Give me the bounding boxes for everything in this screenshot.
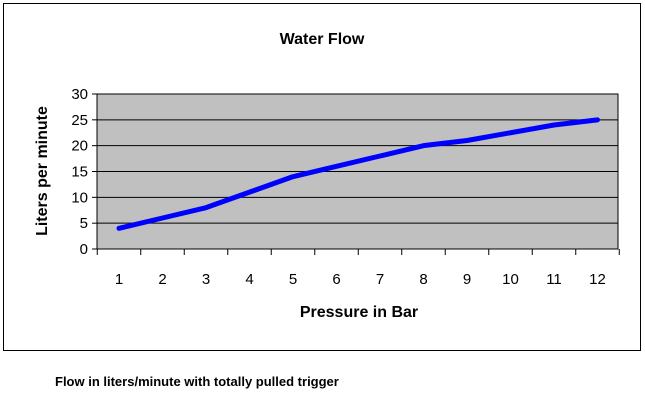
y-tick-label: 10: [71, 189, 88, 206]
x-tick-label: 2: [158, 271, 166, 288]
y-tick-label: 5: [80, 215, 88, 232]
chart-frame: Water Flow 0 5 10 15 20 25 30 1 2 3 4 5 6 7 8 9 10 11 12 …: [3, 3, 641, 351]
y-tick-label: 30: [71, 86, 88, 103]
y-axis-label: Liters per minute: [34, 106, 51, 236]
x-tick-label: 6: [332, 271, 340, 288]
x-tick-label: 10: [502, 271, 519, 288]
x-tick-label: 9: [463, 271, 471, 288]
x-tick-label: 11: [546, 271, 562, 288]
x-tick-label: 4: [245, 271, 253, 288]
x-tick-label: 3: [202, 271, 210, 288]
x-axis-ticks: 1 2 3 4 5 6 7 8 9 10 11 12: [96, 249, 620, 288]
chart-caption: Flow in liters/minute with totally pulle…: [55, 374, 339, 389]
x-tick-label: 1: [115, 271, 123, 288]
y-tick-label: 0: [80, 241, 88, 258]
series-line: [116, 117, 600, 231]
chart-title: Water Flow: [280, 31, 365, 48]
x-tick-label: 7: [376, 271, 384, 288]
x-tick-label: 12: [589, 271, 606, 288]
y-axis-ticks: 0 5 10 15 20 25 30: [71, 86, 97, 258]
y-tick-label: 20: [71, 138, 88, 155]
gridlines: [97, 119, 618, 224]
y-tick-label: 25: [71, 112, 88, 129]
x-tick-label: 5: [289, 271, 297, 288]
y-tick-label: 15: [71, 164, 88, 181]
x-tick-label: 8: [419, 271, 427, 288]
x-axis-label: Pressure in Bar: [300, 304, 418, 321]
